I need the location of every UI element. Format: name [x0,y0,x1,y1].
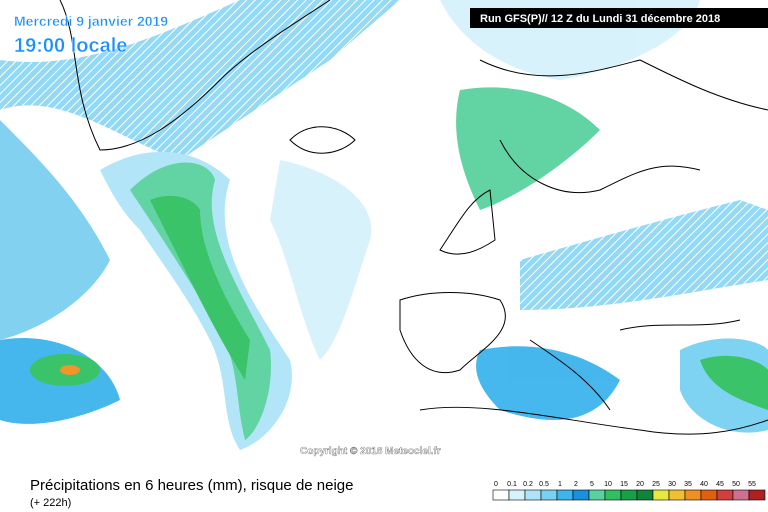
date-label: Mercredi 9 janvier 2019 [14,13,168,29]
legend-swatch [652,489,670,501]
legend-label: 35 [684,481,692,488]
legend-swatch [636,489,654,501]
legend-label: 0.1 [507,481,517,488]
legend-label: 1 [558,481,562,488]
legend-label: 0.5 [539,481,549,488]
legend-label: 5 [590,481,594,488]
legend-swatch [748,489,766,501]
legend-label: 15 [620,481,628,488]
run-banner [470,8,768,28]
legend-label: 0.2 [523,481,533,488]
legend-swatch [604,489,622,501]
legend: 0 0.1 0.2 0.5 1 2 5 10 15 20 25 30 35 40 45 50 55 [492,481,766,501]
legend-label: 0 [494,481,498,488]
legend-swatch [540,489,558,501]
legend-label: 2 [574,481,578,488]
legend-label: 40 [700,481,708,488]
footer-title: Précipitations en 6 heures (mm), risque … [30,477,354,494]
legend-swatch [684,489,702,501]
legend-label: 20 [636,481,644,488]
legend-swatch [716,489,734,501]
legend-label: 25 [652,481,660,488]
legend-label: 45 [716,481,724,488]
legend-label: 30 [668,481,676,488]
legend-swatch [588,489,606,501]
legend-swatch [572,489,590,501]
legend-swatch [732,489,750,501]
footer-lead: (+ 222h) [30,497,71,509]
legend-label: 10 [604,481,612,488]
legend-swatch [508,489,526,501]
coastlines [59,0,768,435]
time-label: 19:00 locale [14,35,127,57]
legend-swatch [620,489,638,501]
copyright: Copyright © 2018 Meteociel.fr [300,446,441,457]
legend-swatch [668,489,686,501]
legend-label: 50 [732,481,740,488]
legend-swatch [524,489,542,501]
legend-swatch [700,489,718,501]
legend-swatch [492,489,510,501]
run-info: Run GFS(P)// 12 Z du Lundi 31 décembre 2… [480,13,720,25]
legend-swatch [556,489,574,501]
legend-label: 55 [748,481,756,488]
